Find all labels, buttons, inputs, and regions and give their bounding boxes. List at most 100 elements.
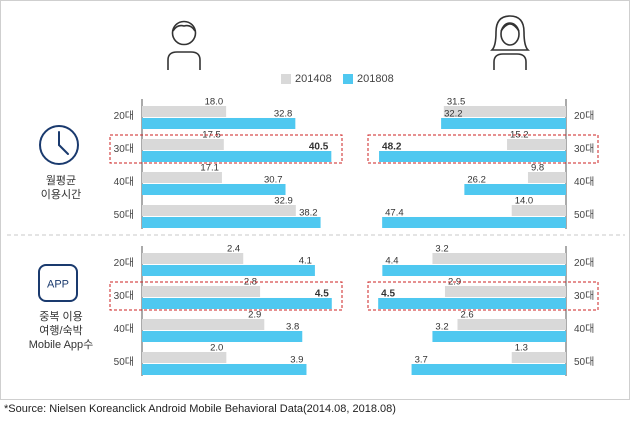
- category-label: 40대: [114, 176, 134, 188]
- bar-201808: [142, 298, 332, 309]
- data-label: 26.2: [467, 175, 486, 186]
- bar-201408: [432, 253, 566, 264]
- category-label: 20대: [574, 257, 594, 269]
- bar-201408: [507, 139, 566, 150]
- data-label: 32.8: [274, 109, 293, 120]
- clock-icon: [39, 125, 79, 165]
- section-label-line: 월평균: [45, 175, 77, 187]
- data-label: 31.5: [447, 97, 466, 108]
- category-label: 50대: [114, 209, 134, 221]
- bar-201808: [142, 118, 296, 129]
- bar-201808: [464, 184, 566, 195]
- app-icon-text: APP: [47, 279, 69, 291]
- bar-201408: [142, 106, 227, 117]
- data-label: 47.4: [385, 208, 404, 219]
- data-label: 48.2: [382, 142, 402, 153]
- source-note: *Source: Nielsen Koreanclick Android Mob…: [4, 403, 396, 415]
- bar-201408: [511, 352, 566, 363]
- category-label: 30대: [114, 143, 134, 155]
- data-label: 3.2: [435, 322, 448, 333]
- bar-201408: [142, 205, 296, 216]
- data-label: 3.9: [290, 355, 303, 366]
- bar-201408: [142, 352, 227, 363]
- bar-201408: [142, 139, 224, 150]
- category-label: 20대: [574, 110, 594, 122]
- bar-201808: [142, 265, 315, 276]
- bar-201808: [142, 151, 332, 162]
- chart-canvas: 20대18.032.830대17.540.540대17.130.750대32.9…: [7, 97, 625, 376]
- bar-201808: [441, 118, 566, 129]
- data-label: 3.8: [286, 322, 299, 333]
- data-label: 38.2: [299, 208, 318, 219]
- category-label: 50대: [114, 356, 134, 368]
- bar-201808: [378, 298, 566, 309]
- bar-201808: [142, 184, 286, 195]
- section-label-line: 이용시간: [40, 189, 82, 201]
- bar-201808: [382, 217, 566, 228]
- bar-201808: [411, 364, 566, 375]
- bar-201808: [379, 151, 566, 162]
- bar-201808: [432, 331, 566, 342]
- data-label: 2.6: [460, 310, 473, 321]
- category-label: 20대: [114, 257, 134, 269]
- female-user-icon: [490, 15, 530, 70]
- category-label: 30대: [114, 290, 134, 302]
- data-label: 14.0: [515, 196, 534, 207]
- highlight-box: [367, 134, 599, 164]
- section-label-line: Mobile App수: [28, 339, 94, 351]
- data-label: 40.5: [309, 142, 329, 153]
- legend-swatch-2018: [343, 74, 353, 84]
- legend-item-2018: 201808: [343, 73, 394, 85]
- legend-item-2014: 201408: [281, 73, 332, 85]
- category-label: 30대: [574, 290, 594, 302]
- data-label: 4.5: [315, 289, 329, 300]
- data-label: 1.3: [515, 343, 528, 354]
- bar-201408: [444, 286, 566, 297]
- bar-201808: [142, 364, 307, 375]
- data-label: 30.7: [264, 175, 283, 186]
- highlight-box: [109, 134, 343, 164]
- section-label-line: 여행/숙박: [39, 325, 83, 337]
- bar-201808: [142, 217, 321, 228]
- section-label-line: 중복 이용: [39, 311, 83, 323]
- data-label: 2.4: [227, 244, 240, 255]
- highlight-box: [367, 281, 599, 311]
- category-label: 20대: [114, 110, 134, 122]
- data-label: 4.1: [299, 256, 312, 267]
- bar-201408: [142, 319, 265, 330]
- data-label: 17.1: [200, 163, 219, 174]
- category-label: 50대: [574, 356, 594, 368]
- bar-201808: [382, 265, 566, 276]
- data-label: 3.7: [415, 355, 428, 366]
- data-label: 4.4: [385, 256, 398, 267]
- legend-label-2014: 201408: [295, 73, 332, 85]
- legend-swatch-2014: [281, 74, 291, 84]
- bar-201408: [527, 172, 566, 183]
- app-icon: APP: [38, 264, 78, 302]
- category-label: 40대: [574, 176, 594, 188]
- data-label: 32.2: [444, 109, 463, 120]
- data-label: 18.0: [205, 97, 224, 108]
- category-label: 40대: [574, 323, 594, 335]
- data-label: 9.8: [531, 163, 544, 174]
- data-label: 32.9: [274, 196, 293, 207]
- bar-201408: [511, 205, 566, 216]
- section-label-usage-time: 월평균 이용시간: [19, 174, 103, 202]
- chart-figure: 20대 18.0 32.8 30대 17.5 40.5 40대 17.1 30.7 50대 32.9…: [0, 0, 630, 400]
- highlight-box: [109, 281, 343, 311]
- legend-label-2018: 201808: [357, 73, 394, 85]
- category-label: 30대: [574, 143, 594, 155]
- section-label-app-count: 중복 이용 여행/숙박 Mobile App수: [11, 310, 111, 352]
- bar-201808: [142, 331, 303, 342]
- bar-201408: [142, 286, 261, 297]
- bar-201408: [142, 253, 244, 264]
- category-label: 50대: [574, 209, 594, 221]
- data-label: 2.9: [248, 310, 261, 321]
- bar-201408: [443, 106, 566, 117]
- male-user-icon: [167, 20, 201, 70]
- data-label: 4.5: [381, 289, 395, 300]
- data-label: 2.0: [210, 343, 223, 354]
- data-label: 3.2: [435, 244, 448, 255]
- bar-201408: [142, 172, 222, 183]
- bar-201408: [457, 319, 566, 330]
